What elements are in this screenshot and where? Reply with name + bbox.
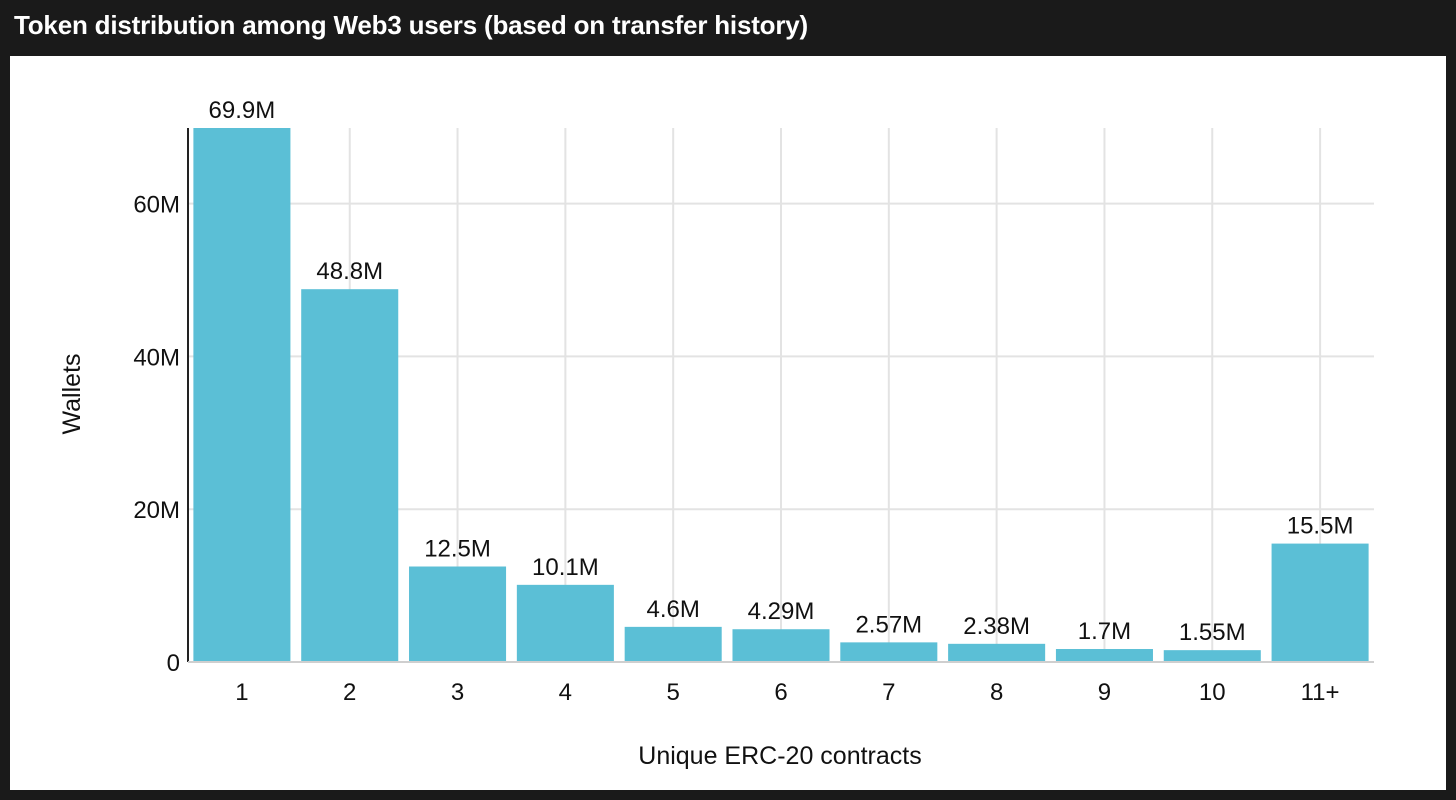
data-label: 2.57M [855,611,922,638]
bar [1163,650,1261,662]
bar [624,626,722,662]
y-axis-title: Wallets [58,353,86,434]
panel-title: Token distribution among Web3 users (bas… [14,10,808,40]
y-tick-label: 20M [133,497,180,524]
data-label: 15.5M [1287,513,1354,540]
bar [840,642,938,662]
bar-layer [193,128,1369,662]
data-label: 4.29M [748,598,815,625]
y-tick-label: 60M [133,192,180,219]
x-tick-label: 7 [882,679,895,706]
bar [193,128,291,662]
data-label: 1.55M [1179,619,1246,646]
data-label: 69.9M [209,97,276,124]
data-label: 1.7M [1078,618,1131,645]
data-label: 12.5M [424,536,491,563]
axis-layer [187,128,1374,663]
bar [409,566,507,662]
bar [301,289,399,662]
data-label: 4.6M [647,596,700,623]
label-layer: 0 20M 40M 60M 69.9M 1 48.8M 2 12.5M 3 10.1M 4 4.6M 5 4… [133,97,1353,706]
x-tick-label: 6 [774,679,787,706]
bar [948,643,1046,662]
x-tick-label: 2 [343,679,356,706]
data-label: 10.1M [532,554,599,581]
bar-chart: 0 20M 40M 60M 69.9M 1 48.8M 2 12.5M 3 10.1M 4 4.6M 5 4… [58,97,1374,770]
bar [516,584,614,662]
x-tick-label: 1 [235,679,248,706]
chart-card: 0 20M 40M 60M 69.9M 1 48.8M 2 12.5M 3 10.1M 4 4.6M 5 4… [10,56,1446,790]
x-tick-label: 4 [559,679,572,706]
x-tick-label: 5 [667,679,680,706]
x-tick-label: 8 [990,679,1003,706]
x-tick-label: 11+ [1301,679,1340,706]
data-label: 2.38M [963,613,1030,640]
bar [732,629,830,662]
y-tick-label: 40M [133,344,180,371]
data-label: 48.8M [316,258,383,285]
bar [1271,543,1369,662]
x-tick-label: 9 [1098,679,1111,706]
y-tick-label: 0 [167,650,180,677]
x-tick-label: 3 [451,679,464,706]
bar [1055,649,1153,662]
x-tick-label: 10 [1199,679,1226,706]
x-axis-title: Unique ERC-20 contracts [638,742,921,770]
